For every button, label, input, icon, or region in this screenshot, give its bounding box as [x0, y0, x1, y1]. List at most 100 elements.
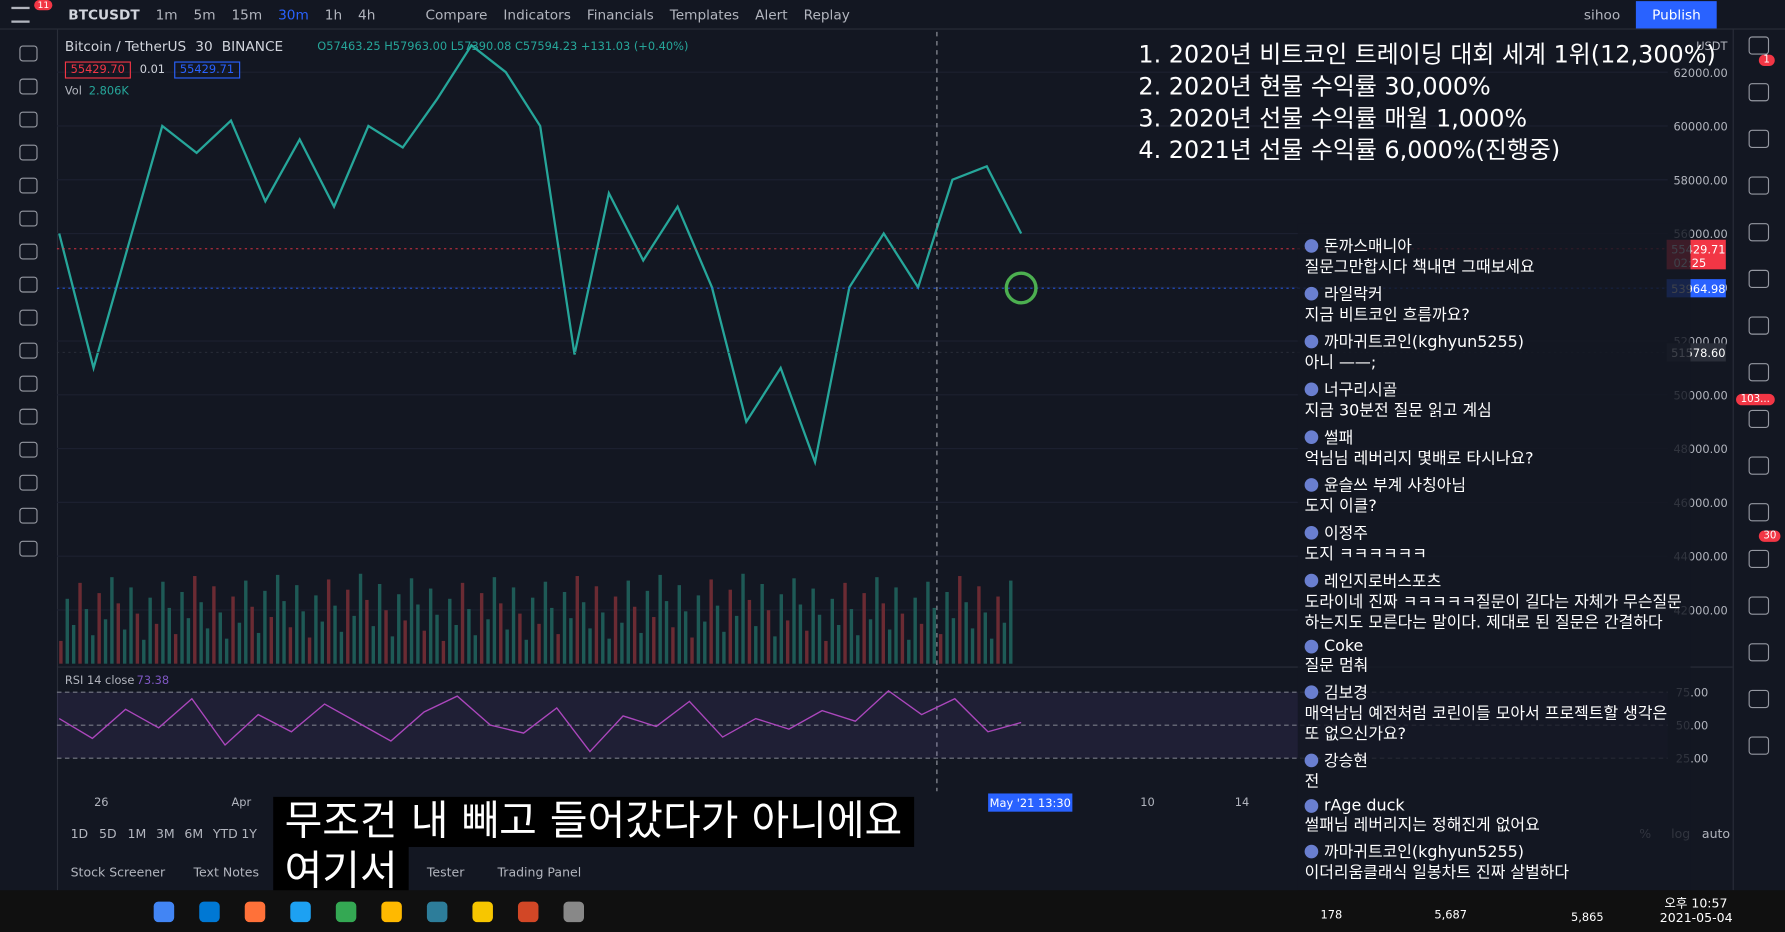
buy-price[interactable]: 55429.71: [174, 61, 240, 79]
tool-icon[interactable]: [19, 375, 38, 392]
range-button[interactable]: 6M: [184, 826, 204, 842]
side-icon[interactable]: [1748, 176, 1770, 195]
interval[interactable]: 5m: [193, 6, 216, 23]
toolbar-button[interactable]: Indicators: [503, 6, 571, 23]
tool-icon[interactable]: [19, 441, 38, 458]
side-icon[interactable]: [1748, 316, 1770, 335]
tool-icon[interactable]: [19, 474, 38, 491]
avatar: [1304, 685, 1319, 699]
taskbar-icon[interactable]: [199, 901, 220, 923]
interval[interactable]: 4h: [358, 6, 376, 23]
volume-bar-decor: [607, 638, 611, 664]
volume-bar-decor: [467, 609, 471, 664]
volume-bar-decor: [677, 585, 681, 664]
tool-icon[interactable]: [19, 144, 38, 161]
side-icon[interactable]: [1748, 129, 1770, 148]
side-icon[interactable]: [1748, 736, 1770, 755]
tool-icon[interactable]: [19, 276, 38, 293]
tool-icon[interactable]: [19, 342, 38, 359]
panel-tab[interactable]: Text Notes: [193, 865, 260, 880]
taskbar-icon[interactable]: [381, 901, 402, 923]
taskbar-icon[interactable]: [290, 901, 311, 923]
publish-button[interactable]: Publish: [1636, 0, 1717, 28]
overlay-text: 1. 2020년 비트코인 트레이딩 대회 세계 1위(12,300%) 2. 2…: [1138, 39, 1715, 167]
range-button[interactable]: 5D: [99, 826, 117, 842]
scale-option[interactable]: auto: [1701, 826, 1731, 842]
side-icon[interactable]: [1748, 83, 1770, 102]
side-icon[interactable]: [1748, 596, 1770, 615]
interval[interactable]: 15m: [231, 6, 263, 23]
range-button[interactable]: 1Y: [241, 826, 257, 842]
taskbar-icon[interactable]: [517, 901, 539, 923]
volume-bar-decor: [779, 594, 783, 664]
toolbar-button[interactable]: Compare: [425, 6, 488, 23]
chat-username: 돈까스매니아: [1323, 237, 1412, 257]
side-icon[interactable]: [1748, 549, 1770, 569]
menu-icon[interactable]: [11, 6, 30, 23]
range-button[interactable]: 1D: [70, 826, 89, 842]
toolbar-button[interactable]: Replay: [803, 6, 850, 23]
panel-tab[interactable]: Stock Screener: [70, 865, 166, 880]
volume-bar-decor: [352, 615, 356, 664]
taskbar-icon[interactable]: [244, 901, 266, 923]
range-button[interactable]: YTD: [212, 826, 238, 842]
side-icon[interactable]: [1748, 503, 1770, 522]
volume-bar-decor: [422, 630, 426, 664]
range-button[interactable]: 3M: [155, 826, 175, 842]
toolbar-button[interactable]: Financials: [586, 6, 654, 23]
taskbar-icon[interactable]: [472, 901, 493, 923]
tool-icon[interactable]: [19, 507, 38, 524]
tool-icon[interactable]: [19, 111, 38, 128]
taskbar-icon[interactable]: [153, 901, 175, 923]
tool-icon[interactable]: [19, 78, 38, 95]
sell-price[interactable]: 55429.70: [64, 61, 131, 79]
interval[interactable]: 1h: [324, 6, 343, 23]
side-icon[interactable]: [1748, 689, 1770, 709]
taskbar-icon[interactable]: [426, 901, 448, 923]
tool-icon[interactable]: [19, 243, 38, 260]
tool-icon[interactable]: [19, 177, 38, 194]
side-icon[interactable]: [1748, 643, 1770, 662]
side-icon[interactable]: [1748, 223, 1770, 242]
viewer-count: 5,687: [1434, 909, 1467, 923]
volume-bar-decor: [671, 627, 675, 664]
range-button[interactable]: 1M: [127, 826, 147, 842]
tool-icon[interactable]: [19, 540, 38, 557]
volume-bar-decor: [696, 595, 701, 664]
panel-tab[interactable]: Trading Panel: [497, 865, 582, 880]
side-icon[interactable]: [1748, 456, 1770, 475]
volume-bar-decor: [390, 636, 395, 664]
tool-icon[interactable]: [19, 45, 38, 62]
user[interactable]: sihoo: [1583, 6, 1621, 23]
side-icon[interactable]: [1748, 363, 1770, 382]
symbol[interactable]: BTCUSDT: [68, 6, 140, 23]
volume-bar-decor: [326, 579, 331, 664]
toolbar-button[interactable]: Templates: [669, 6, 740, 23]
volume-bar-decor: [511, 587, 516, 664]
volume-bar-decor: [900, 613, 905, 664]
interval[interactable]: 1m: [155, 6, 178, 23]
volume-bar-decor: [409, 578, 414, 664]
volume-bar-decor: [805, 630, 809, 664]
tool-icon[interactable]: [19, 210, 38, 227]
chat-entry: 레인지로버스포츠 도라이네 진짜 ㅋㅋㅋㅋㅋ질문이 길다는 자체가 무슨질문하는지…: [1304, 569, 1684, 633]
toolbar-button[interactable]: Alert: [755, 6, 788, 23]
tool-icon[interactable]: [19, 309, 38, 326]
chat-entry: 라일락커 지금 비트코인 흐름까요?: [1304, 282, 1684, 325]
panel-tab[interactable]: Tester: [426, 865, 465, 880]
right-toolbar: 1 103... 30: [1732, 29, 1785, 891]
volume-bar-decor: [116, 603, 120, 664]
side-icon[interactable]: [1748, 409, 1770, 429]
volume-bar-decor: [792, 578, 796, 664]
taskbar-icon[interactable]: [563, 901, 584, 923]
tool-icon[interactable]: [19, 408, 38, 425]
volume-bar-decor: [167, 607, 171, 664]
avatar: [1304, 430, 1319, 444]
side-icon[interactable]: [1748, 269, 1770, 289]
side-icon[interactable]: [1748, 36, 1770, 55]
taskbar-icon[interactable]: [335, 901, 357, 923]
volume-bar-decor: [575, 576, 579, 664]
interval[interactable]: 30m: [278, 6, 309, 23]
volume-bar-decor: [881, 603, 885, 664]
